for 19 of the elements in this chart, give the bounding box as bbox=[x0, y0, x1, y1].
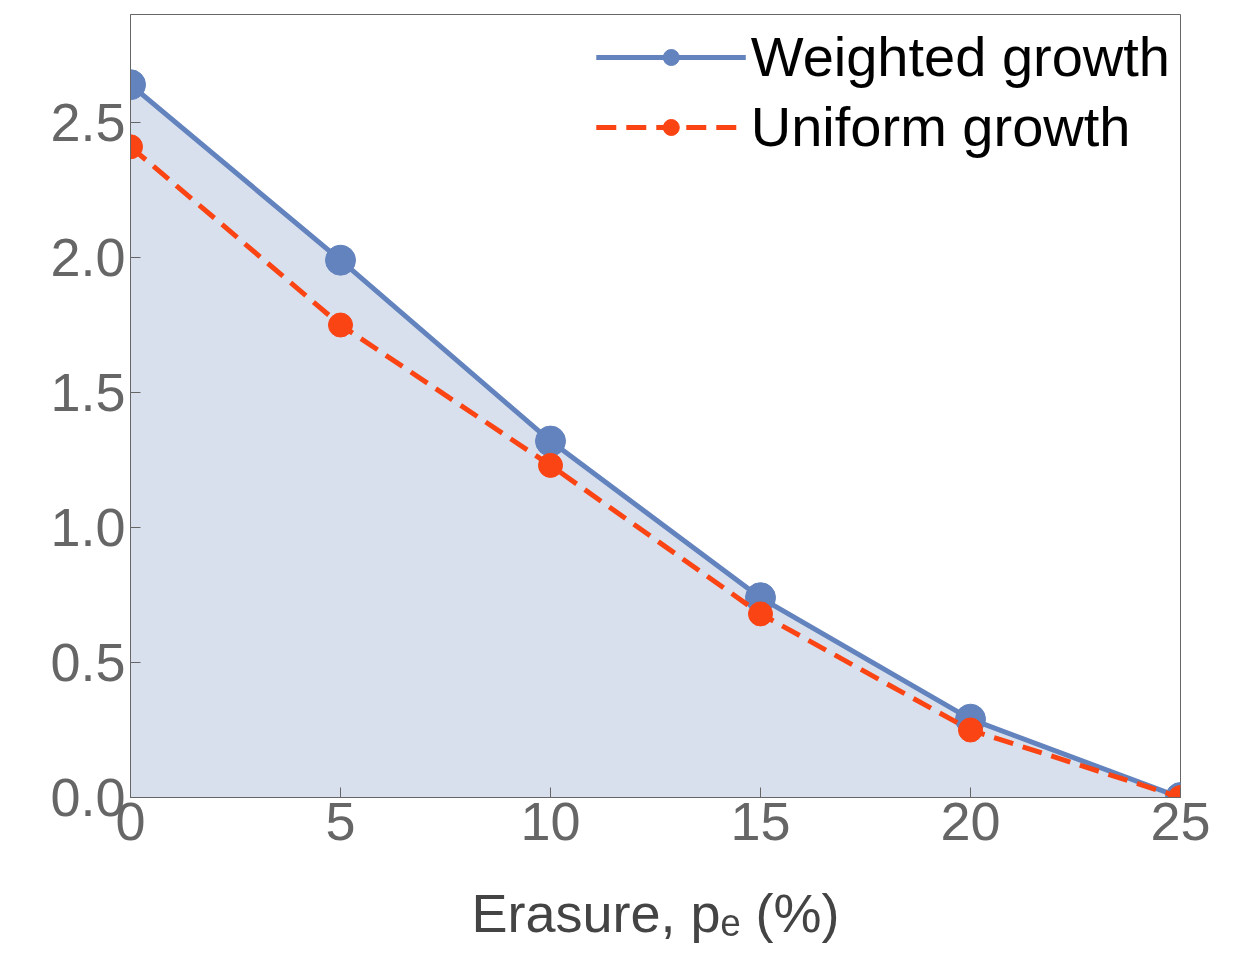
point bbox=[328, 312, 353, 338]
x-tick-label: 5 bbox=[325, 790, 356, 851]
x-tick-label: 10 bbox=[520, 790, 581, 851]
legend-label: Uniform growth bbox=[750, 94, 1131, 159]
point bbox=[325, 244, 356, 276]
y-tick-label: 0.5 bbox=[50, 632, 126, 692]
x-tick-label: 20 bbox=[940, 790, 1001, 851]
x-tick-label: 25 bbox=[1150, 790, 1211, 851]
point bbox=[535, 425, 566, 457]
legend-label: Weighted growth bbox=[750, 24, 1170, 89]
point bbox=[748, 601, 773, 627]
y-tick-label: 1.0 bbox=[50, 497, 126, 557]
x-axis-title: Erasure, pₑ (%) bbox=[471, 882, 840, 943]
y-tick-label: 2.5 bbox=[50, 92, 126, 152]
point bbox=[538, 452, 563, 478]
x-tick-label: 15 bbox=[730, 790, 791, 851]
point bbox=[958, 717, 983, 743]
y-tick-label: 1.5 bbox=[50, 362, 126, 422]
y-tick-label: 2.0 bbox=[50, 227, 126, 287]
